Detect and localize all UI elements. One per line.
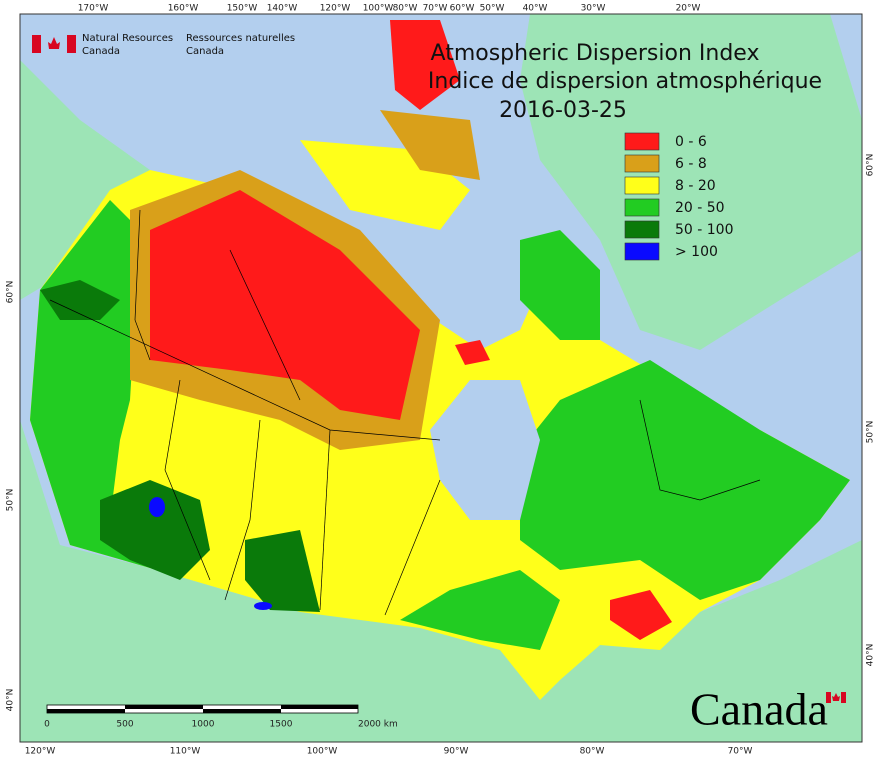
agency-en: Canada <box>82 46 120 57</box>
zone-darkgreen-sk <box>245 530 320 612</box>
zone-orange-arctic <box>380 110 480 180</box>
flag-leaf <box>832 693 840 701</box>
usa <box>20 420 862 742</box>
legend-swatch <box>624 154 660 173</box>
border <box>384 479 441 616</box>
border <box>224 419 261 601</box>
legend-swatch <box>624 242 660 261</box>
lat-label: 60°N <box>6 281 16 304</box>
flag-bar <box>826 692 831 703</box>
title-date: 2016-03-25 <box>499 98 627 123</box>
lon-label: 110°W <box>170 747 201 757</box>
wordmark-text: Canada <box>690 684 828 735</box>
legend-label: 20 - 50 <box>675 200 725 216</box>
lon-label: 80°W <box>580 747 605 757</box>
zone-darkgreen-ab <box>100 480 210 580</box>
zone-red-quebec <box>610 590 672 640</box>
lon-label: 60°W <box>450 4 475 14</box>
flag-bar <box>32 35 41 53</box>
border <box>229 249 301 401</box>
lon-label: 100°W <box>307 747 338 757</box>
lon-label: 90°W <box>444 747 469 757</box>
scale-label: 0 <box>44 720 50 730</box>
agency-fr: Canada <box>186 46 224 57</box>
scale-segment <box>125 705 203 709</box>
border <box>319 429 331 611</box>
agency-fr: Ressources naturelles <box>186 33 295 44</box>
title-en: Atmospheric Dispersion Index <box>431 41 760 66</box>
zone-blue <box>254 602 272 610</box>
legend-swatch <box>624 220 660 239</box>
legend-label: 6 - 8 <box>675 156 707 172</box>
title-fr: Indice de dispersion atmosphérique <box>428 69 822 94</box>
border <box>164 379 211 581</box>
scale-segment <box>281 705 358 709</box>
agency-en: Natural Resources <box>82 33 173 44</box>
scale-label: 500 <box>116 720 133 730</box>
nrcan-logo <box>32 35 76 53</box>
lon-label: 50°W <box>480 4 505 14</box>
greenland <box>520 14 862 350</box>
zone-darkgreen-bc <box>40 280 120 320</box>
lat-label: 40°N <box>866 644 876 667</box>
flag-leaf <box>48 37 60 49</box>
legend-label: > 100 <box>675 244 718 260</box>
lon-label: 70°W <box>728 747 753 757</box>
scale-segment <box>47 709 125 713</box>
border <box>49 299 441 441</box>
lon-label: 100°W <box>363 4 394 14</box>
province-borders <box>49 209 761 616</box>
scale-segment <box>203 709 281 713</box>
scale-bar <box>46 704 359 714</box>
border <box>134 209 151 361</box>
alaska <box>20 60 150 300</box>
canada-wordmark: Canada <box>690 684 846 735</box>
lat-label: 50°N <box>866 421 876 444</box>
lon-label: 120°W <box>320 4 351 14</box>
zone-red-ellesmere <box>390 20 460 110</box>
zone-red-hudson <box>455 340 490 365</box>
scale-label: 1500 <box>270 720 293 730</box>
zone-red-north <box>150 190 420 420</box>
frame-border <box>19 13 863 743</box>
lon-label: 20°W <box>676 4 701 14</box>
lon-label: 40°W <box>523 4 548 14</box>
lat-label: 50°N <box>6 489 16 512</box>
hudson-bay <box>430 380 540 520</box>
lat-label: 40°N <box>6 689 16 712</box>
zone-green-south <box>400 570 560 650</box>
lon-label: 120°W <box>25 747 56 757</box>
lon-label: 30°W <box>581 4 606 14</box>
zone-green-labrador <box>520 230 600 340</box>
legend-label: 0 - 6 <box>675 134 707 150</box>
border <box>639 399 761 501</box>
scale-label: 2000 km <box>358 720 398 730</box>
legend-swatch <box>624 176 660 195</box>
legend-label: 8 - 20 <box>675 178 716 194</box>
lon-label: 150°W <box>227 4 258 14</box>
zone-green-east <box>520 360 850 600</box>
lon-label: 80°W <box>393 4 418 14</box>
lon-label: 170°W <box>78 4 109 14</box>
lon-label: 160°W <box>168 4 199 14</box>
legend-swatch <box>624 198 660 217</box>
lat-label: 60°N <box>866 154 876 177</box>
legend-swatch <box>624 132 660 151</box>
map-frame <box>19 13 863 743</box>
zone-blue <box>149 497 165 517</box>
lon-label: 140°W <box>267 4 298 14</box>
legend-label: 50 - 100 <box>675 222 734 238</box>
lon-label: 70°W <box>423 4 448 14</box>
scale-label: 1000 <box>192 720 215 730</box>
flag-bar <box>67 35 76 53</box>
flag-bar <box>841 692 846 703</box>
legend: 0 - 6 6 - 8 8 - 20 20 - 50 50 - 100 > 100 <box>624 132 734 261</box>
